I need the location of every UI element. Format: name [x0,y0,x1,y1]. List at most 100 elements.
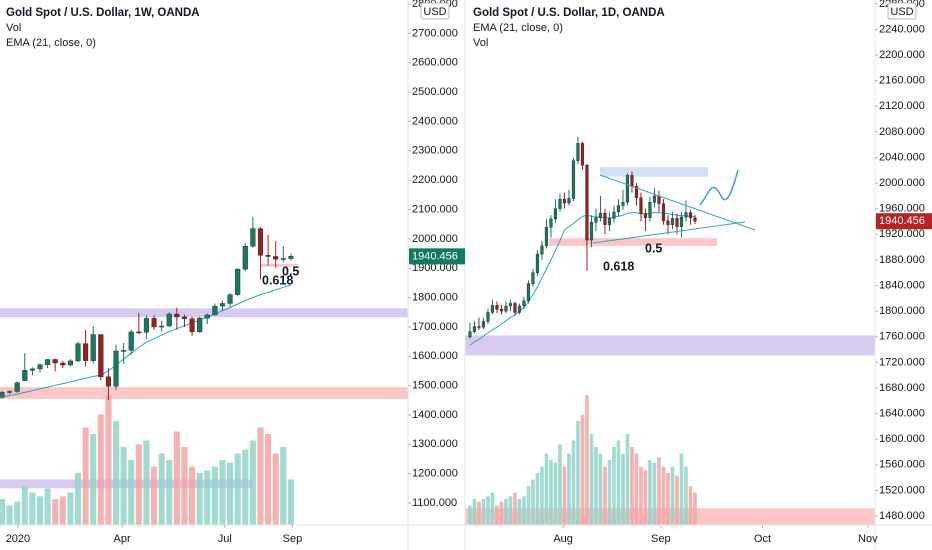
volume-bar [648,460,652,525]
candle-body [257,228,264,256]
volume-bar [29,492,36,525]
volume-bar [625,434,630,525]
zone [465,335,875,356]
y-tick-label: 1520.000 [879,484,925,496]
volume-bar [257,427,264,525]
volume-bar [580,414,585,525]
volume-bar [544,453,549,525]
volume-bar [535,473,540,525]
volume-bar [526,486,531,525]
volume-bar [522,496,526,525]
candle-body [75,343,81,362]
candle-body [242,246,248,270]
volume-bar [6,505,13,525]
y-tick-label: 1500.000 [412,380,458,392]
volume-bar [97,414,104,525]
y-tick-label: 2000.000 [412,233,458,245]
y-tick-label: 2500.000 [412,86,458,98]
y-tick-label: 1800.000 [412,291,458,303]
candle-body [553,208,558,220]
volume-bar [607,460,612,525]
y-tick-label: 1640.000 [879,408,925,420]
y-tick-label: 2200.000 [412,174,458,186]
volume-bar [639,466,643,525]
candle-body [136,331,142,334]
volume-bar [74,473,82,525]
y-tick-label: 2120.000 [879,100,925,112]
x-tick-label: 2020 [6,533,30,545]
volume-bar [67,492,74,525]
volume-bar [82,427,89,525]
volume-bar [499,501,504,525]
volume-bar [594,447,598,525]
volume-bar [477,501,481,525]
candle-body [576,143,580,161]
candle-body [639,197,643,215]
volume-bar [585,395,589,525]
volume-bar [643,470,648,525]
y-tick-label: 1100.000 [412,497,457,509]
candle-body [661,203,666,222]
candle-body [481,321,486,328]
volume-bar [181,447,188,525]
candle-body [181,316,188,319]
last-price-tag [876,213,932,230]
candle-body [630,175,634,187]
candle-body [634,186,639,199]
candle-body [558,198,562,209]
ema-line [1,284,292,398]
volume-bar [634,453,639,525]
y-tick-label: 1720.000 [879,356,925,368]
candle-body [90,334,96,361]
annotation: 0.618 [603,259,634,273]
y-tick-label: 1400.000 [412,409,458,421]
volume-bar [0,499,6,525]
x-tick-label: Aug [553,533,573,545]
candle-body [679,216,684,227]
candle-body [143,318,149,333]
trend-line [592,221,746,244]
volume-bar [196,473,203,525]
chart-pane [0,216,408,525]
candle-body [513,303,517,313]
candle-body [166,313,172,327]
candle-body [280,258,286,260]
candle-body [204,314,210,319]
volume-bar [598,453,603,525]
candle-body [0,392,5,398]
y-tick-label: 1300.000 [412,438,458,450]
candle-body [477,326,481,328]
y-tick-label: 2000.000 [879,177,925,189]
candle-body [159,325,165,328]
zone [0,308,408,318]
volume-bar [553,462,558,525]
volume-bar [166,460,173,525]
volume-bar [495,505,499,525]
candle-body [585,164,589,241]
volume-bar [684,466,688,525]
volume-bar [630,447,634,525]
candle-body [625,175,630,203]
volume-bar [249,440,256,525]
volume-bar [120,447,127,525]
volume-bar [59,496,66,525]
candle-body [603,213,607,225]
x-tick-label: Sep [651,533,671,545]
candle-body [105,376,111,387]
candle-body [531,272,535,284]
volume-bar [173,431,180,525]
y-tick-label: 2300.000 [412,145,458,157]
candle-body [589,221,594,241]
volume-bar [549,460,553,525]
volume-bar [52,499,59,525]
y-tick-label: 2200.000 [879,49,925,61]
candle-body [580,143,585,166]
volume-bar [242,449,249,525]
volume-bar [693,492,697,525]
candle-body [273,256,279,260]
last-price-label: 1940.456 [412,250,458,262]
volume-bar [211,466,218,525]
y-tick-label: 1480.000 [879,510,925,522]
zone [600,167,709,177]
